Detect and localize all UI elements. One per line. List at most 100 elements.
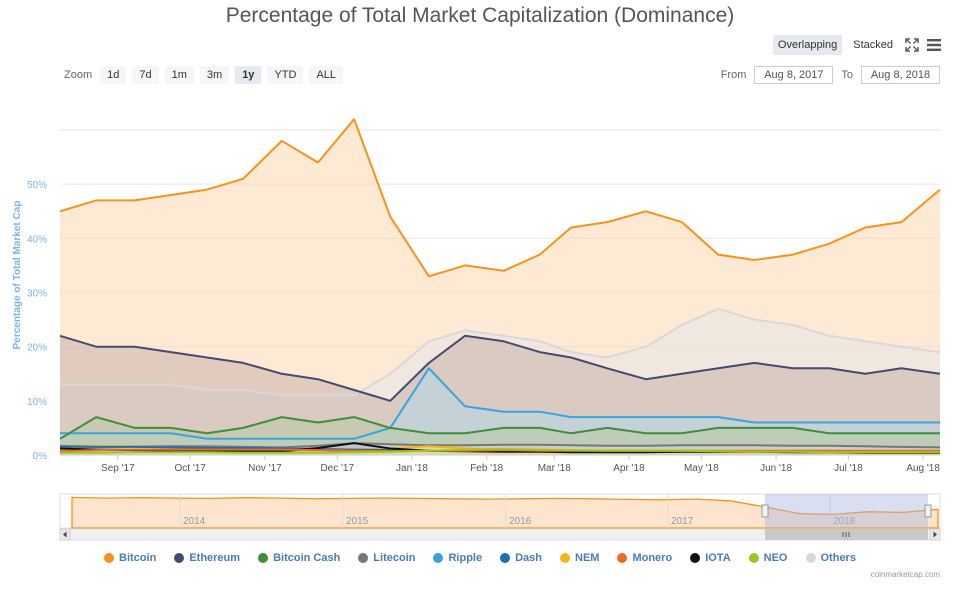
fullscreen-icon[interactable]	[904, 37, 920, 53]
y-tick-label: 30%	[27, 289, 47, 300]
navigator-left-handle[interactable]	[761, 504, 769, 518]
legend-item-bitcoin[interactable]: Bitcoin	[104, 552, 156, 564]
area-neo	[60, 449, 940, 455]
x-tick-label: May '18	[684, 463, 719, 474]
legend-label: Ethereum	[189, 552, 241, 564]
y-tick-label: 40%	[27, 234, 47, 245]
legend-item-ripple[interactable]: Ripple	[433, 552, 482, 564]
y-tick-label: 50%	[27, 180, 47, 191]
line-litecoin[interactable]	[60, 442, 941, 449]
line-others[interactable]	[60, 307, 941, 397]
legend-dot-icon	[690, 553, 701, 563]
grid-lines	[60, 129, 940, 456]
navigator-year-label: 2017	[671, 516, 694, 527]
x-tick-label: Dec '17	[320, 463, 354, 474]
area-ripple	[60, 368, 940, 455]
line-ethereum[interactable]	[59, 334, 941, 402]
line-bitcoin-cash[interactable]	[59, 416, 940, 440]
line-ripple[interactable]	[60, 367, 940, 440]
arrow-right-icon[interactable]	[929, 528, 941, 541]
line-iota[interactable]	[59, 442, 940, 454]
navigator-selected-range[interactable]	[765, 494, 928, 528]
legend-label: NEO	[763, 552, 788, 564]
line-monero[interactable]	[59, 448, 940, 453]
y-axis: 0% 10% 20% 30% 40% 50%	[27, 180, 47, 462]
legend-item-litecoin[interactable]: Litecoin	[358, 552, 415, 564]
legend-item-nem[interactable]: NEM	[560, 552, 599, 564]
legend-label: Bitcoin	[119, 552, 157, 564]
zoom-7d-button[interactable]: 7d	[132, 66, 159, 84]
arrow-left-icon[interactable]	[59, 528, 71, 541]
x-tick-label: Jan '18	[396, 463, 428, 474]
legend-label: Bitcoin Cash	[273, 552, 341, 564]
legend-dot-icon	[433, 553, 444, 563]
navigator: 2014 2015 2016 2017 2018	[59, 493, 941, 541]
area-dash	[60, 446, 940, 455]
legend-dot-icon	[174, 553, 185, 563]
navigator-right-handle[interactable]	[924, 504, 932, 518]
legend: Bitcoin Ethereum Bitcoin Cash Litecoin Rippl…	[0, 552, 960, 564]
stacked-button[interactable]: Stacked	[853, 39, 893, 51]
legend-label: Monero	[632, 552, 673, 564]
x-tick-label: Nov '17	[248, 463, 282, 474]
navigator-year-label: 2014	[183, 516, 206, 527]
chart-title: Percentage of Total Market Capitalizatio…	[225, 4, 735, 27]
area-ethereum	[60, 335, 940, 455]
zoom-1y-button[interactable]: 1y	[235, 66, 262, 84]
legend-dot-icon	[560, 553, 570, 563]
legend-dot-icon	[617, 553, 628, 563]
to-date-input[interactable]	[861, 66, 940, 84]
date-range-selector: From To	[721, 66, 940, 84]
legend-item-bitcoin-cash[interactable]: Bitcoin Cash	[258, 552, 340, 564]
zoom-all-button[interactable]: ALL	[309, 66, 344, 84]
area-nem	[60, 445, 940, 455]
legend-item-dash[interactable]: Dash	[500, 552, 542, 564]
line-neo[interactable]	[60, 448, 940, 454]
legend-item-ethereum[interactable]: Ethereum	[174, 552, 240, 564]
credit-text: coinmarketcap.com	[870, 570, 940, 579]
zoom-1m-button[interactable]: 1m	[164, 66, 194, 84]
legend-label: Others	[820, 552, 856, 564]
line-nem[interactable]	[60, 444, 941, 454]
x-tick-label: Apr '18	[613, 463, 645, 474]
legend-item-monero[interactable]: Monero	[617, 552, 672, 564]
hamburger-menu-icon[interactable]	[926, 37, 942, 53]
legend-label: NEM	[575, 552, 600, 564]
navigator-year-labels: 2014 2015 2016 2017 2018	[179, 494, 856, 528]
zoom-toolbar: Zoom 1d 7d 1m 3m 1y YTD ALL	[64, 66, 344, 84]
legend-item-neo[interactable]: NEO	[748, 552, 788, 564]
from-label: From	[720, 69, 747, 81]
area-iota	[60, 443, 940, 455]
legend-dot-icon	[500, 553, 511, 563]
navigator-year-label: 2016	[509, 516, 532, 527]
y-tick-label: 20%	[27, 343, 47, 354]
zoom-1d-button[interactable]: 1d	[100, 66, 127, 84]
line-bitcoin[interactable]	[59, 118, 941, 278]
legend-dot-icon	[358, 553, 369, 563]
x-tick-label: Aug '18	[906, 463, 940, 474]
zoom-3m-button[interactable]: 3m	[199, 66, 230, 84]
legend-label: Litecoin	[373, 552, 416, 564]
series-areas	[60, 119, 940, 455]
zoom-ytd-button[interactable]: YTD	[267, 66, 304, 84]
navigator-scrollbar-track[interactable]	[59, 528, 941, 541]
chart-mode-toolbar: Overlapping Stacked	[772, 35, 942, 55]
legend-dot-icon	[104, 553, 115, 563]
legend-label: IOTA	[705, 552, 731, 564]
x-tick-label: Sep '17	[101, 463, 135, 474]
area-bitcoin	[60, 119, 940, 455]
navigator-year-label: 2018	[833, 516, 856, 527]
legend-item-iota[interactable]: IOTA	[690, 552, 731, 564]
navigator-scrollbar-thumb[interactable]	[765, 529, 928, 540]
from-date-input[interactable]	[754, 66, 834, 84]
y-tick-label: 10%	[27, 397, 47, 408]
grip-icon	[842, 532, 850, 537]
overlapping-button[interactable]: Overlapping	[772, 35, 843, 55]
legend-dot-icon	[748, 553, 759, 563]
area-bitcoin-cash	[60, 417, 940, 455]
legend-item-others[interactable]: Others	[805, 552, 856, 564]
line-dash[interactable]	[59, 445, 940, 453]
x-tick-label: Jun '18	[760, 463, 792, 474]
legend-label: Ripple	[448, 552, 483, 564]
